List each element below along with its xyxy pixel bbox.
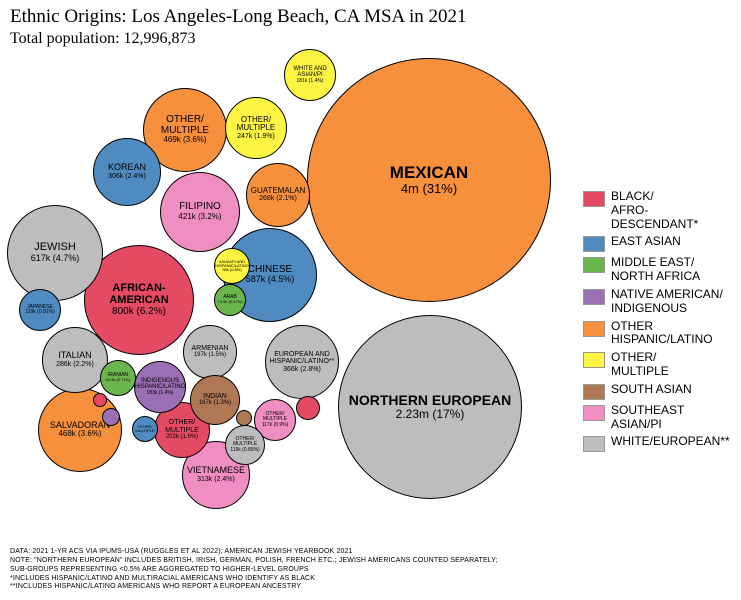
bubble: ARAB74.6k (0.57%) [214,284,246,316]
bubble-value: 421k (3.2%) [178,213,221,222]
bubble-value: 468k (3.6%) [58,430,101,439]
bubble-label: OTHER/ MULTIPLE [133,425,157,433]
bubble [93,393,107,407]
bubble-label: MEXICAN [390,164,468,182]
bubble-label: INDIAN [203,393,227,400]
bubble [102,408,120,426]
bubble: KOREAN306k (2.4%) [93,138,161,206]
legend-swatch [583,405,605,421]
bubble: ASIAN/PI AND HISPANIC/LATINO96k (0.8%) [214,248,250,284]
bubble-value: 96k (0.8%) [222,268,241,272]
bubble: OTHER/ MULTIPLE247k (1.9%) [225,97,287,159]
bubble-label: NORTHERN EUROPEAN [349,393,512,408]
bubble-label: OTHER/ MULTIPLE [226,116,286,133]
legend-swatch [583,236,605,252]
bubble: ARMENIAN197k (1.5%) [183,325,237,379]
legend-swatch [583,436,605,452]
bubble: WHITE AND ASIAN/PI181k (1.4%) [284,49,336,101]
bubble: ITALIAN286k (2.2%) [42,327,108,393]
bubble: GUATEMALAN268k (2.1%) [246,163,310,227]
legend-swatch [583,384,605,400]
bubble-label: OTHER/ MULTIPLE [144,115,226,136]
bubble-value: 167k (1.3%) [199,400,231,407]
bubble-label: INDIGENOUS HISPANIC/LATINO [135,378,186,391]
footnotes: DATA: 2021 1-YR ACS VIA IPUMS-USA (RUGGL… [10,548,498,592]
legend-swatch [583,352,605,368]
bubble-value: 92.3k (0.71%) [106,378,131,382]
bubble: OTHER/ MULTIPLE [132,416,158,442]
legend-label: BLACK/ AFRO-DESCENDANT* [611,190,731,231]
bubble-value: 306k (2.4%) [108,173,146,181]
bubble: NORTHERN EUROPEAN2.23m (17%) [338,315,522,499]
bubble: EUROPEAN AND HISPANIC/LATINO**366k (2.8%… [265,325,339,399]
legend-row: SOUTHEAST ASIAN/PI [583,404,731,432]
bubble-value: 268k (2.1%) [259,195,297,203]
bubble-label: OTHER/ MULTIPLE [155,419,209,434]
bubble-label: OTHER/ MULTIPLE [226,437,264,448]
legend-row: OTHER HISPANIC/LATINO [583,320,731,348]
legend-row: WHITE/EUROPEAN** [583,435,731,452]
bubble: MEXICAN4m (31%) [307,58,551,302]
bubble-label: VIETNAMESE [187,466,245,475]
legend-row: NATIVE AMERICAN/ INDIGENOUS [583,288,731,316]
legend-swatch [583,191,605,207]
legend-swatch [583,289,605,305]
bubble-value: 119k (0.91%) [25,310,54,316]
legend-row: EAST ASIAN [583,235,731,252]
bubble-label: EUROPEAN AND HISPANIC/LATINO** [266,351,338,366]
bubble: OTHER/ MULTIPLE115k (0.89%) [225,425,265,465]
legend-swatch [583,321,605,337]
chart-title: Ethnic Origins: Los Angeles-Long Beach, … [10,6,467,28]
bubble: IRANIAN92.3k (0.71%) [100,360,136,396]
bubble-value: 74.6k (0.57%) [218,300,243,304]
legend-label: SOUTH ASIAN [611,383,692,397]
bubble-label: OTHER/ MULTIPLE [255,412,295,423]
chart-stage: Ethnic Origins: Los Angeles-Long Beach, … [0,0,741,600]
bubble-value: 117k (0.9%) [262,423,289,429]
bubble-value: 469k (3.6%) [163,136,206,145]
bubble-value: 202k (1.6%) [166,434,198,441]
bubble-value: 197k (1.5%) [194,352,226,359]
legend-row: MIDDLE EAST/ NORTH AFRICA [583,256,731,284]
bubble: INDIGENOUS HISPANIC/LATINO183k (1.4%) [134,361,186,413]
bubble-value: 2.23m (17%) [396,408,465,421]
legend-swatch [583,257,605,273]
bubble-value: 247k (1.9%) [237,133,275,141]
legend-label: OTHER HISPANIC/LATINO [611,320,731,348]
legend-label: WHITE/EUROPEAN** [611,435,730,449]
bubble-value: 313k (2.4%) [197,476,235,484]
bubble-label: ARMENIAN [192,345,229,352]
bubble-value: 366k (2.8%) [283,366,321,374]
bubble-value: 617k (4.7%) [31,254,80,264]
bubble-value: 115k (0.89%) [230,448,259,454]
bubble: JAPANESE119k (0.91%) [19,289,61,331]
bubble [296,396,320,420]
bubble-value: 587k (4.5%) [246,275,295,285]
legend: BLACK/ AFRO-DESCENDANT* EAST ASIAN MIDDLE … [583,190,731,456]
chart-subtitle: Total population: 12,996,873 [10,30,196,48]
bubble: JEWISH617k (4.7%) [7,205,103,301]
legend-label: SOUTHEAST ASIAN/PI [611,404,731,432]
bubble: INDIAN167k (1.3%) [190,375,240,425]
legend-row: SOUTH ASIAN [583,383,731,400]
legend-label: NATIVE AMERICAN/ INDIGENOUS [611,288,723,316]
legend-row: BLACK/ AFRO-DESCENDANT* [583,190,731,231]
bubble-value: 286k (2.2%) [56,361,94,369]
bubble-label: GUATEMALAN [251,187,306,195]
bubble-value: 183k (1.4%) [147,391,174,397]
legend-label: EAST ASIAN [611,235,681,249]
legend-label: MIDDLE EAST/ NORTH AFRICA [611,256,700,284]
bubble: FILIPINO421k (3.2%) [160,172,240,252]
bubble-value: 800k (6.2%) [112,306,166,317]
legend-label: OTHER/ MULTIPLE [611,351,669,379]
bubble-label: ITALIAN [58,351,91,360]
bubble-label: KOREAN [108,163,146,172]
bubble-label: WHITE AND ASIAN/PI [285,66,335,79]
legend-row: OTHER/ MULTIPLE [583,351,731,379]
bubble-value: 4m (31%) [401,182,457,196]
bubble [236,410,252,426]
bubble: SALVADORAN468k (3.6%) [38,388,122,472]
bubble-label: AFRICAN- AMERICAN [85,283,193,306]
bubble-value: 181k (1.4%) [297,79,324,85]
